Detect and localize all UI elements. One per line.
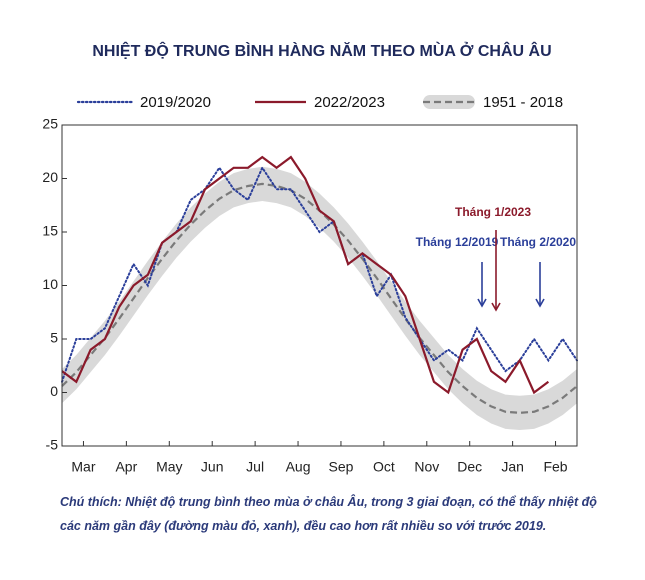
annotation-text: Tháng 1/2023: [455, 205, 531, 219]
y-tick-label: 25: [42, 116, 58, 132]
x-tick-label: Oct: [373, 459, 395, 475]
annotation-text: Tháng 2/2020: [500, 235, 576, 249]
x-tick-label: Feb: [543, 459, 567, 475]
series-line: [61, 165, 578, 383]
annotation-arrowhead: [477, 298, 487, 308]
x-tick-label: Aug: [286, 459, 311, 475]
y-tick-label: 20: [42, 169, 58, 185]
legend-label: 1951 - 2018: [483, 94, 563, 111]
y-tick-label: 15: [42, 223, 58, 239]
range-band: [62, 166, 577, 430]
x-tick-label: Jul: [246, 459, 264, 475]
series-line: [61, 155, 550, 395]
chart: NHIỆT ĐỘ TRUNG BÌNH HÀNG NĂM THEO MÙA Ở …: [42, 41, 578, 475]
x-tick-label: Jun: [201, 459, 224, 475]
annotation-arrowhead: [491, 302, 501, 312]
chart-note: Chú thích: Nhiệt độ trung bình theo mùa …: [60, 495, 597, 533]
legend-label: 2022/2023: [314, 94, 385, 111]
annotation-arrowhead: [535, 298, 545, 308]
x-tick-label: May: [156, 459, 182, 475]
x-tick-label: Sep: [328, 459, 353, 475]
x-tick-label: Mar: [71, 459, 95, 475]
y-tick-label: 0: [50, 383, 58, 399]
y-tick-label: 5: [50, 330, 58, 346]
annotation-text: Tháng 12/2019: [416, 235, 499, 249]
chart-title: NHIỆT ĐỘ TRUNG BÌNH HÀNG NĂM THEO MÙA Ở …: [92, 41, 551, 60]
x-tick-label: Dec: [457, 459, 482, 475]
legend-label: 2019/2020: [140, 94, 211, 111]
x-tick-label: Jan: [501, 459, 524, 475]
x-tick-label: Nov: [414, 459, 439, 475]
y-tick-label: 10: [42, 276, 58, 292]
x-tick-label: Apr: [115, 459, 137, 475]
y-tick-label: -5: [46, 437, 59, 453]
